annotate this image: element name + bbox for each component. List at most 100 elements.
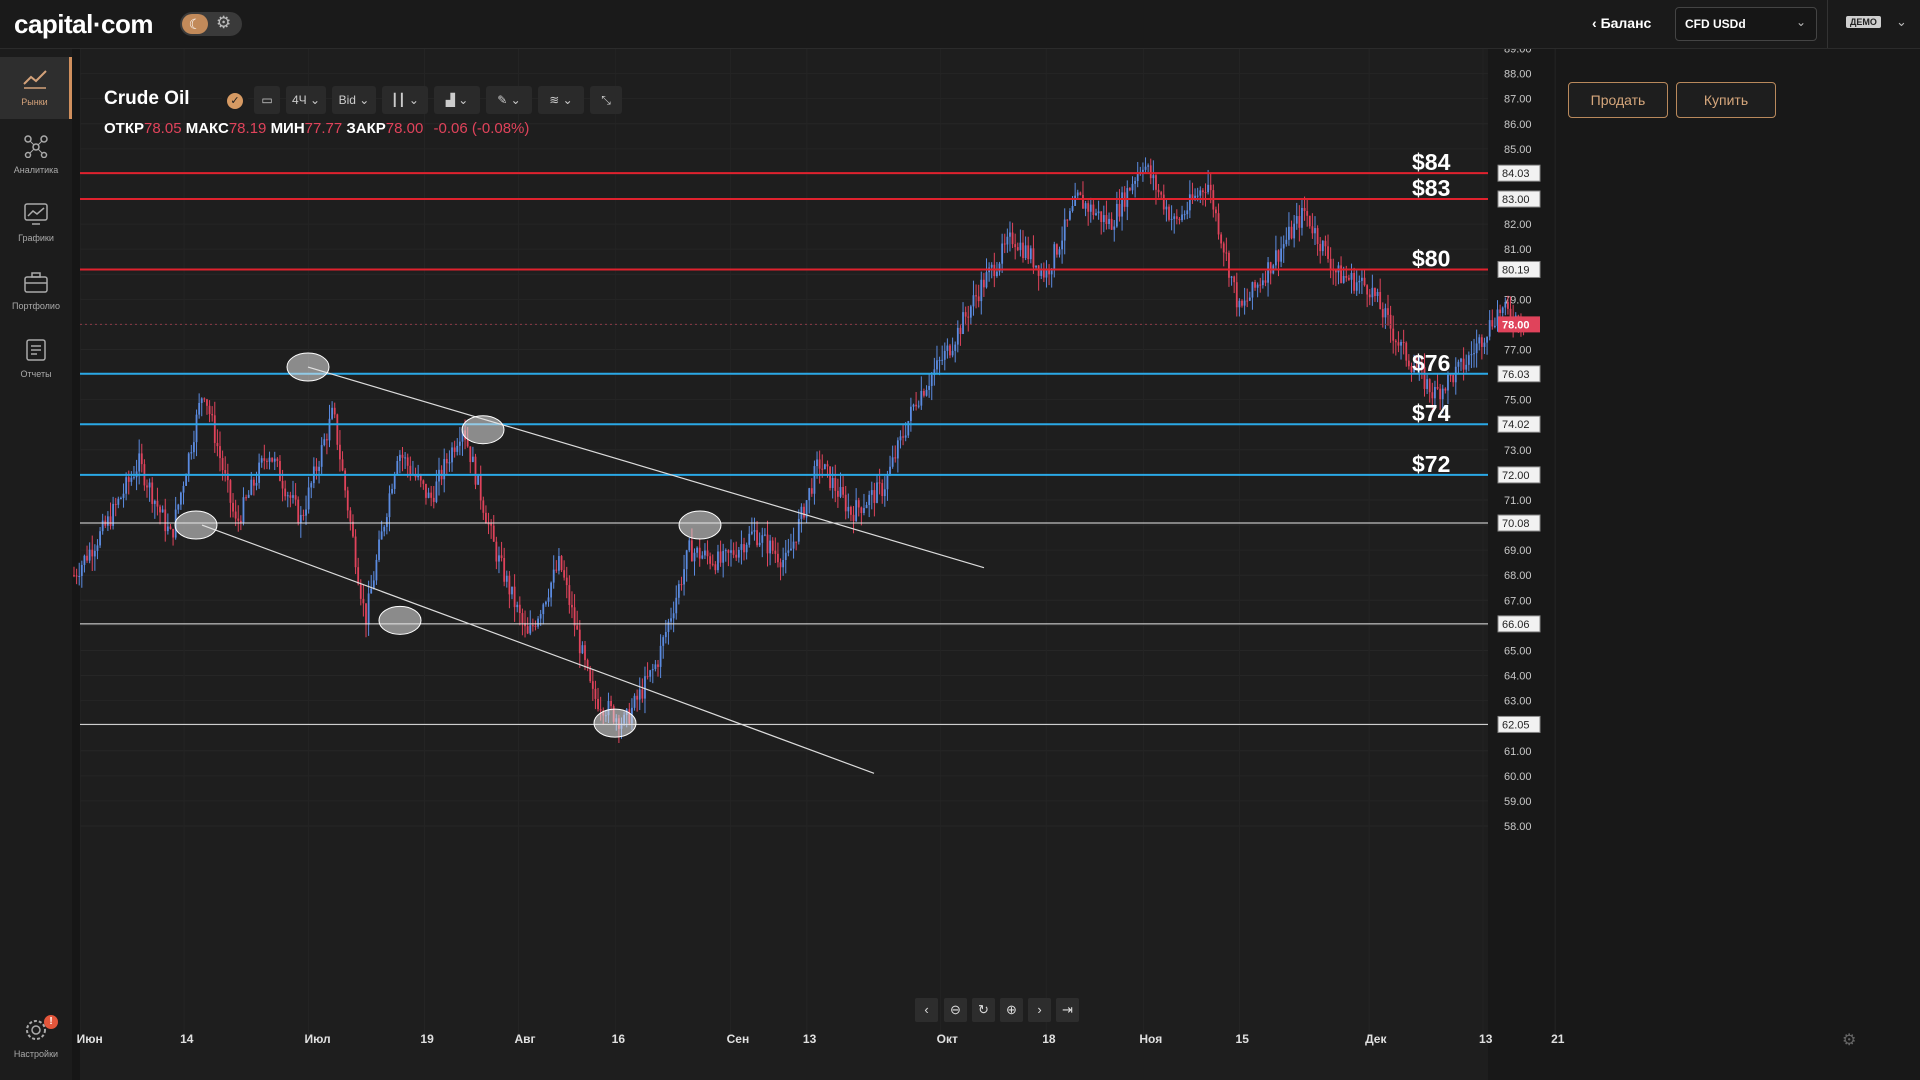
candle-body	[1361, 277, 1363, 281]
candle-body	[1058, 249, 1061, 255]
candle-body	[362, 598, 365, 604]
time-axis-label: 19	[420, 1032, 434, 1046]
candle-body	[263, 458, 266, 461]
candle-body	[1293, 223, 1296, 239]
sidebar-item-portfolio[interactable]: Портфолио	[0, 261, 72, 323]
price-tick-label: 85.00	[1504, 144, 1532, 156]
candle-body	[289, 495, 292, 498]
sidebar-item-reports[interactable]: Отчеты	[0, 329, 72, 391]
capital-com-logo[interactable]: capital·com	[14, 9, 154, 39]
candle-body	[1238, 300, 1241, 308]
price-chart[interactable]: 58.0059.0060.0061.0062.0063.0064.0065.00…	[72, 49, 1920, 1080]
candle-body	[1264, 280, 1267, 283]
reports-document-icon	[26, 339, 46, 361]
price-tick-label: 68.00	[1504, 570, 1532, 582]
candle-body	[503, 558, 506, 582]
sidebar-item-charts[interactable]: Графики	[0, 193, 72, 255]
candle-body	[1204, 192, 1207, 194]
candle-body	[419, 475, 422, 481]
chart-area[interactable]: 58.0059.0060.0061.0062.0063.0064.0065.00…	[72, 49, 1920, 1080]
candle-body	[276, 458, 279, 461]
trendline-lower[interactable]	[201, 524, 875, 774]
candle-body	[1069, 211, 1071, 220]
time-axis-label: Ноя	[1139, 1032, 1162, 1046]
candle-body	[1449, 374, 1452, 376]
candle-body	[1061, 240, 1064, 250]
candle-body	[1478, 337, 1481, 344]
account-select[interactable]: CFD USDd ⌄	[1675, 7, 1817, 41]
candle-body	[443, 458, 446, 480]
candle-body	[1128, 188, 1131, 191]
zoom-in-icon[interactable]: ⊕	[1000, 998, 1023, 1022]
candle-body	[1118, 203, 1121, 217]
price-tick-label: 64.00	[1504, 671, 1532, 683]
candle-body	[341, 459, 344, 471]
chart-settings-icon[interactable]: ⚙	[1842, 1032, 1857, 1049]
price-tick-label: 82.00	[1504, 219, 1532, 231]
candle-body	[805, 500, 808, 518]
gear-icon[interactable]: ⚙	[216, 13, 232, 32]
candle-body	[320, 445, 323, 467]
sidebar-item-analytics[interactable]: Аналитика	[0, 125, 72, 187]
candle-body	[1092, 204, 1095, 216]
jump-to-end-icon[interactable]: ⇥	[1056, 998, 1079, 1022]
candle-body	[375, 559, 378, 581]
scroll-left-icon[interactable]: ‹	[915, 998, 938, 1022]
theme-toggle[interactable]: ☾ ⚙	[180, 12, 242, 36]
sidebar-item-markets[interactable]: Рынки	[0, 57, 72, 119]
candle-body	[688, 540, 691, 551]
price-level-tag-bg	[1497, 260, 1541, 278]
candle-body	[1405, 342, 1408, 361]
chevron-down-icon[interactable]: ⌄	[1896, 14, 1907, 29]
candle-body	[1048, 269, 1050, 275]
trendline-upper[interactable]	[307, 366, 985, 569]
candle-body	[964, 312, 967, 317]
demo-badge[interactable]: ДЕМО	[1846, 16, 1881, 28]
sell-button[interactable]: Продать	[1568, 82, 1668, 118]
sidebar-item-settings[interactable]: ! Настройки	[0, 1009, 72, 1071]
studies-icon[interactable]: ▟ ⌄	[434, 86, 480, 114]
candle-body	[651, 669, 654, 671]
time-axis-label: Дек	[1365, 1032, 1387, 1046]
sidebar-item-label: Настройки	[13, 1049, 59, 1059]
indicators-monitor-icon[interactable]: ▭	[254, 86, 280, 114]
candle-body	[352, 521, 354, 537]
candle-body	[255, 482, 258, 486]
account-value: CFD USDd	[1685, 17, 1746, 31]
candle-body	[779, 562, 782, 568]
buy-button[interactable]: Купить	[1676, 82, 1776, 118]
price-level-tag-bg	[1497, 514, 1541, 532]
price-tick-label: 58.00	[1504, 821, 1532, 833]
collapse-icon[interactable]: ⤡	[590, 86, 622, 114]
chart-type-candles-icon[interactable]: ┃┃ ⌄	[382, 86, 428, 114]
reset-icon[interactable]: ↻	[972, 998, 995, 1022]
candle-body	[649, 670, 652, 677]
layers-icon[interactable]: ≋ ⌄	[538, 86, 584, 114]
candle-body	[1475, 343, 1478, 354]
markets-chart-icon	[22, 70, 47, 89]
timeframe-select[interactable]: 4Ч ⌄	[286, 86, 326, 114]
candle-body	[516, 604, 519, 608]
verified-icon[interactable]: ✓	[222, 86, 248, 114]
candle-body	[1097, 211, 1100, 214]
candle-body	[1243, 300, 1246, 306]
candle-body	[923, 390, 925, 396]
candle-body	[675, 597, 678, 614]
candle-body	[1353, 272, 1356, 291]
candle-body	[1394, 340, 1397, 343]
candle-body	[753, 530, 756, 532]
candle-body	[1501, 307, 1504, 314]
candle-body	[745, 544, 748, 553]
candle-body	[930, 375, 933, 386]
scroll-right-icon[interactable]: ›	[1028, 998, 1051, 1022]
candle-body	[690, 540, 693, 562]
zoom-out-icon[interactable]: ⊖	[944, 998, 967, 1022]
candle-body	[1241, 300, 1243, 306]
candle-body	[1233, 276, 1236, 283]
drawing-pen-icon[interactable]: ✎ ⌄	[486, 86, 532, 114]
candle-body	[292, 495, 294, 498]
price-level-tag-bg	[1497, 190, 1541, 208]
balance-button[interactable]: ‹ Баланс	[1592, 15, 1651, 31]
price-type-select[interactable]: Bid ⌄	[332, 86, 376, 114]
candle-body	[234, 511, 237, 519]
